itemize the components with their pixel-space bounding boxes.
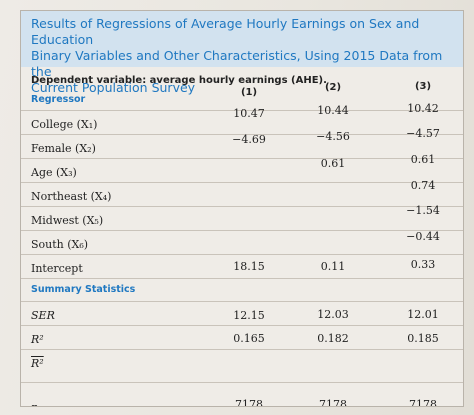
coefficient: 10.42	[407, 102, 439, 115]
table-title: Results of Regressions of Average Hourly…	[21, 11, 463, 95]
column-header-row: Regressor (1) (2) (3)	[21, 81, 463, 110]
table-row: Intercept 18.15 0.11 0.33	[21, 254, 463, 278]
table-row: R²	[21, 349, 463, 382]
coefficient: 10.47	[233, 107, 265, 120]
title-line: Current Population Survey	[31, 80, 196, 95]
table-row: SER 12.15 12.03 12.01	[21, 301, 463, 325]
column-header: (1)	[240, 87, 258, 98]
statistic: 12.03	[317, 308, 349, 321]
statistic: 0.182	[317, 332, 349, 345]
statistic: 0.185	[407, 332, 439, 345]
statistic: 7178	[235, 398, 263, 407]
dependent-variable-note: Dependent variable: average hourly earni…	[31, 75, 327, 86]
coefficient: 0.61	[410, 153, 436, 166]
coefficient: 0.74	[410, 179, 436, 192]
row-label: n	[31, 401, 38, 406]
statistic: 7178	[409, 398, 437, 407]
coefficient: −0.44	[406, 230, 440, 243]
coefficient: 0.33	[410, 258, 436, 271]
coefficient: −4.57	[406, 127, 440, 140]
coefficient: 18.15	[233, 260, 265, 273]
row-label: South (X₆)	[31, 238, 89, 251]
summary-header-row: Summary Statistics	[21, 278, 463, 301]
table-row: College (X₁) 10.47 10.44 10.42	[21, 102, 463, 134]
table-row: Midwest (X₅) −1.54	[21, 204, 463, 230]
coefficient: 0.11	[320, 260, 346, 273]
summary-header: Summary Statistics	[31, 284, 136, 295]
row-label: Intercept	[31, 262, 83, 275]
table-row: South (X₆) −0.44	[21, 230, 463, 254]
regression-table: Results of Regressions of Average Hourly…	[20, 10, 464, 407]
statistic: 12.15	[233, 309, 265, 322]
column-header: (2)	[324, 82, 342, 93]
coefficient: −1.54	[406, 204, 440, 217]
table-row: Female (X₂) −4.69 −4.56 −4.57	[21, 127, 463, 158]
row-label: SER	[31, 309, 55, 322]
row-label: Midwest (X₅)	[31, 214, 104, 227]
table-row: n 7178 7178 7178	[21, 382, 463, 407]
regressor-header: Regressor	[31, 94, 86, 105]
row-label: Age (X₃)	[31, 166, 77, 179]
table-row: Age (X₃) 0.61 0.61	[21, 153, 463, 182]
table-row: Northeast (X₄) 0.74	[21, 179, 463, 206]
statistic: 12.01	[407, 308, 439, 321]
row-label: Female (X₂)	[31, 142, 96, 155]
coefficient: −4.56	[316, 130, 350, 143]
title-line: Results of Regressions of Average Hourly…	[31, 16, 420, 47]
row-label: R²	[31, 357, 44, 370]
coefficient: −4.69	[232, 133, 266, 146]
row-label: College (X₁)	[31, 118, 98, 131]
statistic: 7178	[319, 398, 347, 407]
coefficient: 0.61	[320, 157, 346, 170]
title-line: Binary Variables and Other Characteristi…	[31, 48, 443, 79]
table-row: R² 0.165 0.182 0.185	[21, 325, 463, 349]
coefficient: 10.44	[317, 104, 349, 117]
statistic: 0.165	[233, 332, 265, 345]
column-header: (3)	[414, 81, 432, 92]
row-label: R²	[31, 333, 44, 346]
row-label: Northeast (X₄)	[31, 190, 112, 203]
